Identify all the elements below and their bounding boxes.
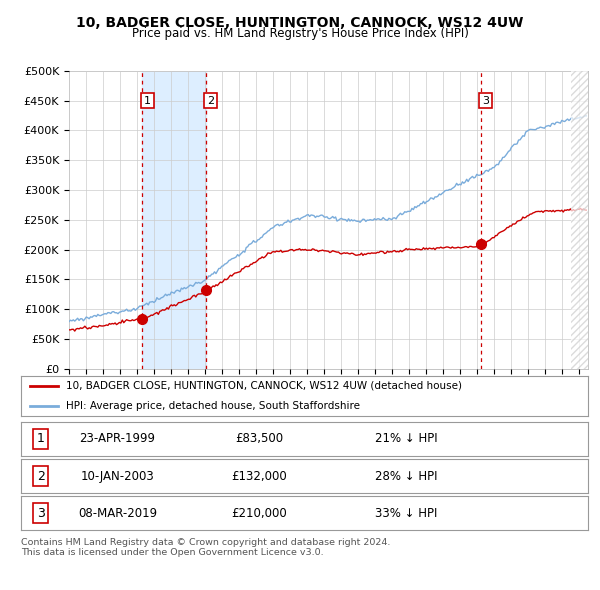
Text: £83,500: £83,500 [235,432,283,445]
Text: 1: 1 [37,432,45,445]
Text: 2: 2 [207,96,214,106]
Text: £210,000: £210,000 [231,507,287,520]
Text: 3: 3 [482,96,489,106]
Text: 10-JAN-2003: 10-JAN-2003 [80,470,154,483]
Text: 33% ↓ HPI: 33% ↓ HPI [376,507,438,520]
Text: 10, BADGER CLOSE, HUNTINGTON, CANNOCK, WS12 4UW: 10, BADGER CLOSE, HUNTINGTON, CANNOCK, W… [76,16,524,30]
Text: 2: 2 [37,470,45,483]
Text: Price paid vs. HM Land Registry's House Price Index (HPI): Price paid vs. HM Land Registry's House … [131,27,469,40]
Text: 3: 3 [37,507,45,520]
Bar [142,71,206,369]
Text: 23-APR-1999: 23-APR-1999 [79,432,155,445]
Text: 08-MAR-2019: 08-MAR-2019 [78,507,157,520]
Text: 10, BADGER CLOSE, HUNTINGTON, CANNOCK, WS12 4UW (detached house): 10, BADGER CLOSE, HUNTINGTON, CANNOCK, W… [67,381,463,391]
Text: 1: 1 [144,96,151,106]
Text: 28% ↓ HPI: 28% ↓ HPI [376,470,438,483]
Text: £132,000: £132,000 [231,470,287,483]
Text: Contains HM Land Registry data © Crown copyright and database right 2024.
This d: Contains HM Land Registry data © Crown c… [21,538,391,558]
Text: 21% ↓ HPI: 21% ↓ HPI [375,432,438,445]
Text: HPI: Average price, detached house, South Staffordshire: HPI: Average price, detached house, Sout… [67,401,361,411]
